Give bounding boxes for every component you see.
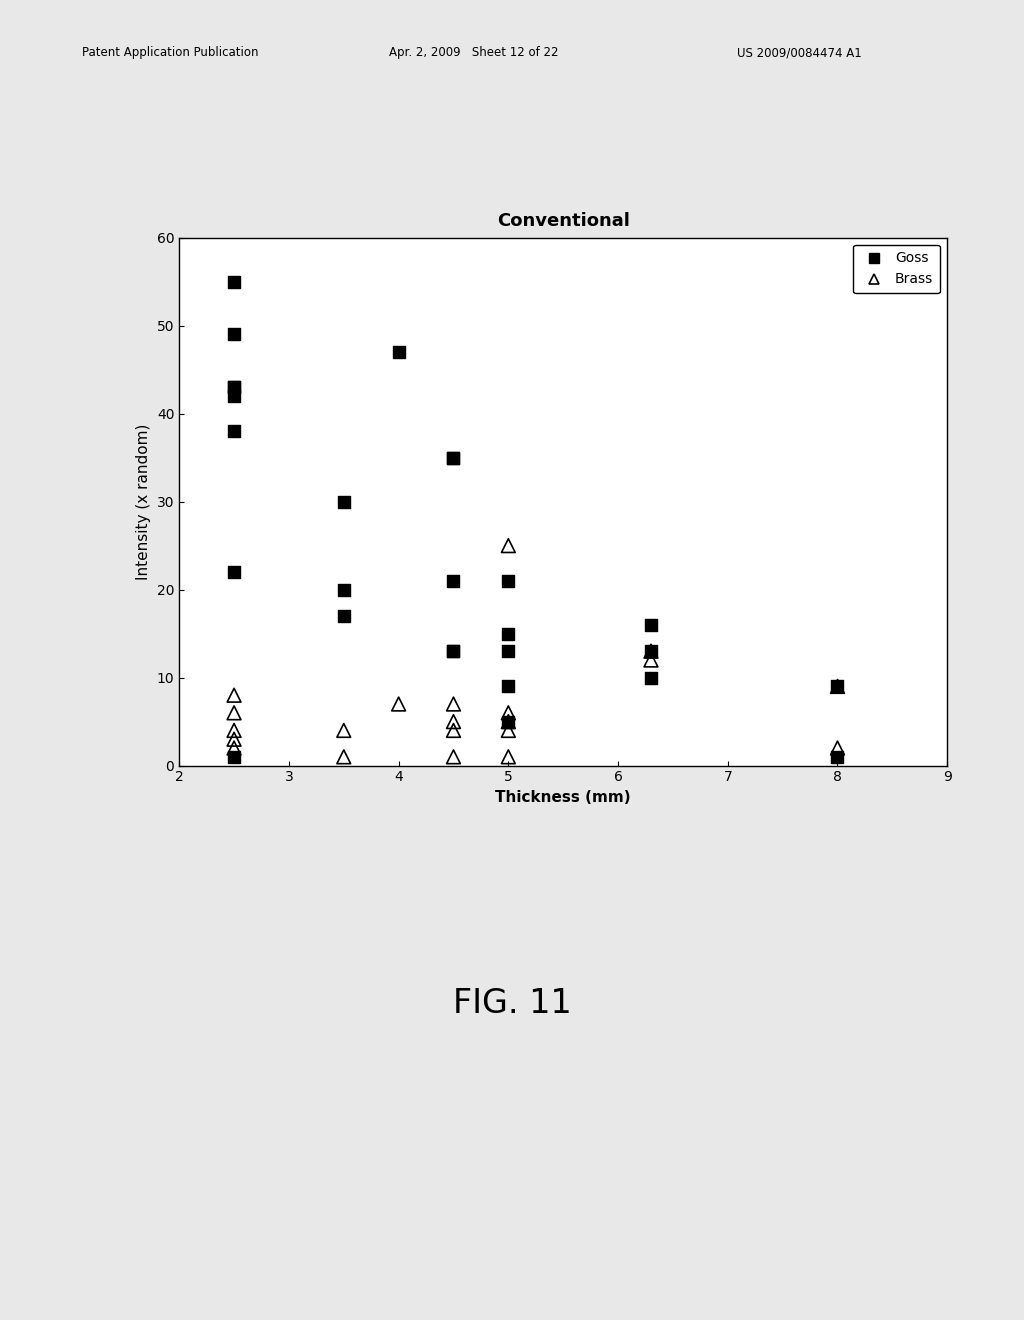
Goss xyxy=(829,676,846,697)
Brass xyxy=(500,719,516,741)
Brass xyxy=(226,729,243,750)
Brass xyxy=(226,702,243,723)
Brass xyxy=(445,693,462,714)
Brass xyxy=(336,746,352,767)
Brass xyxy=(226,738,243,759)
Goss xyxy=(445,570,462,591)
Goss xyxy=(226,385,243,407)
Text: US 2009/0084474 A1: US 2009/0084474 A1 xyxy=(737,46,862,59)
Brass xyxy=(445,719,462,741)
Brass xyxy=(500,702,516,723)
Goss xyxy=(226,376,243,397)
Goss xyxy=(500,640,516,661)
Brass xyxy=(445,711,462,733)
Goss xyxy=(226,323,243,345)
Goss xyxy=(643,640,659,661)
Brass xyxy=(390,693,407,714)
Goss xyxy=(500,623,516,644)
Brass xyxy=(643,640,659,661)
Y-axis label: Intensity (x random): Intensity (x random) xyxy=(136,424,152,579)
Text: Patent Application Publication: Patent Application Publication xyxy=(82,46,258,59)
Text: FIG. 11: FIG. 11 xyxy=(453,987,571,1019)
Goss xyxy=(226,746,243,767)
X-axis label: Thickness (mm): Thickness (mm) xyxy=(496,789,631,805)
Goss xyxy=(336,491,352,512)
Goss xyxy=(445,447,462,469)
Brass xyxy=(336,719,352,741)
Goss xyxy=(226,376,243,397)
Legend: Goss, Brass: Goss, Brass xyxy=(853,244,940,293)
Goss xyxy=(829,746,846,767)
Goss xyxy=(500,570,516,591)
Goss xyxy=(500,676,516,697)
Brass xyxy=(226,685,243,706)
Goss xyxy=(643,667,659,688)
Brass xyxy=(500,711,516,733)
Goss xyxy=(336,606,352,627)
Goss xyxy=(226,421,243,442)
Brass xyxy=(445,746,462,767)
Brass xyxy=(226,719,243,741)
Brass xyxy=(500,746,516,767)
Title: Conventional: Conventional xyxy=(497,213,630,231)
Goss xyxy=(500,711,516,733)
Goss xyxy=(445,640,462,661)
Brass xyxy=(500,535,516,556)
Brass xyxy=(829,738,846,759)
Goss xyxy=(226,271,243,292)
Goss xyxy=(643,614,659,635)
Goss xyxy=(336,579,352,601)
Goss xyxy=(445,640,462,661)
Text: Apr. 2, 2009   Sheet 12 of 22: Apr. 2, 2009 Sheet 12 of 22 xyxy=(389,46,559,59)
Goss xyxy=(390,342,407,363)
Goss xyxy=(445,447,462,469)
Brass xyxy=(643,649,659,671)
Goss xyxy=(226,561,243,582)
Brass xyxy=(829,676,846,697)
